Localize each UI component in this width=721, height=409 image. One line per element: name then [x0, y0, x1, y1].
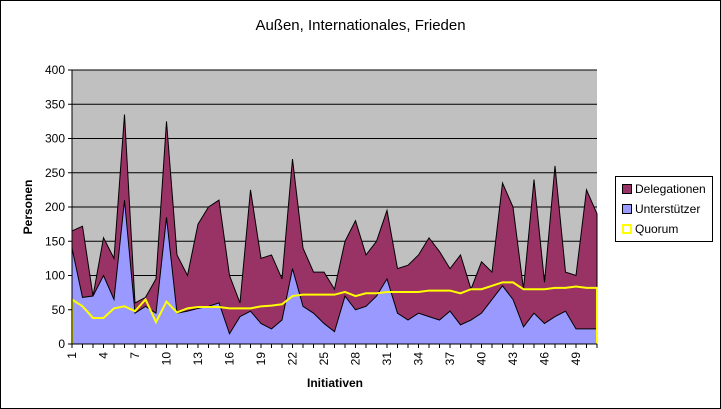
svg-text:46: 46 — [538, 352, 552, 366]
svg-text:28: 28 — [349, 352, 363, 366]
svg-text:7: 7 — [128, 352, 142, 359]
svg-text:4: 4 — [97, 352, 111, 359]
unterstuetzer-swatch-icon — [622, 203, 632, 214]
svg-text:13: 13 — [191, 352, 205, 366]
svg-text:150: 150 — [45, 234, 65, 248]
legend-label: Unterstützer — [635, 202, 701, 216]
svg-text:40: 40 — [475, 352, 489, 366]
legend-label: Quorum — [635, 222, 679, 236]
svg-text:200: 200 — [45, 200, 65, 214]
legend-item-unterstuetzer: Unterstützer — [622, 201, 700, 217]
svg-text:31: 31 — [380, 352, 394, 366]
svg-text:1: 1 — [65, 352, 79, 359]
delegationen-area — [71, 114, 598, 345]
quorum-swatch-icon — [622, 223, 632, 234]
svg-text:10: 10 — [160, 352, 174, 366]
quorum-line — [71, 281, 598, 344]
y-axis-label: Personen — [21, 180, 35, 235]
svg-text:16: 16 — [223, 352, 237, 366]
svg-text:22: 22 — [286, 352, 300, 366]
legend-item-quorum: Quorum — [622, 221, 678, 237]
legend: Delegationen Unterstützer Quorum — [615, 176, 713, 242]
svg-text:0: 0 — [58, 337, 65, 351]
x-axis-label: Initiativen — [307, 376, 363, 390]
legend-label: Delegationen — [635, 182, 706, 196]
legend-item-delegationen: Delegationen — [622, 181, 706, 197]
delegationen-swatch-icon — [622, 183, 632, 194]
chart-title: Außen, Internationales, Frieden — [255, 17, 466, 34]
svg-text:400: 400 — [45, 63, 65, 77]
svg-text:25: 25 — [317, 352, 331, 366]
svg-text:50: 50 — [52, 303, 66, 317]
svg-text:350: 350 — [45, 97, 65, 111]
svg-text:100: 100 — [45, 269, 65, 283]
svg-text:19: 19 — [254, 352, 268, 366]
svg-text:49: 49 — [569, 352, 583, 366]
svg-text:250: 250 — [45, 166, 65, 180]
svg-text:34: 34 — [412, 352, 426, 366]
unterstuetzer-area — [71, 200, 598, 345]
svg-text:300: 300 — [45, 132, 65, 146]
svg-text:37: 37 — [443, 352, 457, 366]
svg-text:43: 43 — [506, 352, 520, 366]
axes: 0 50 100 150 200 250 300 350 400 1 4 7 10 13 16 19 22 25 2… — [45, 63, 598, 366]
